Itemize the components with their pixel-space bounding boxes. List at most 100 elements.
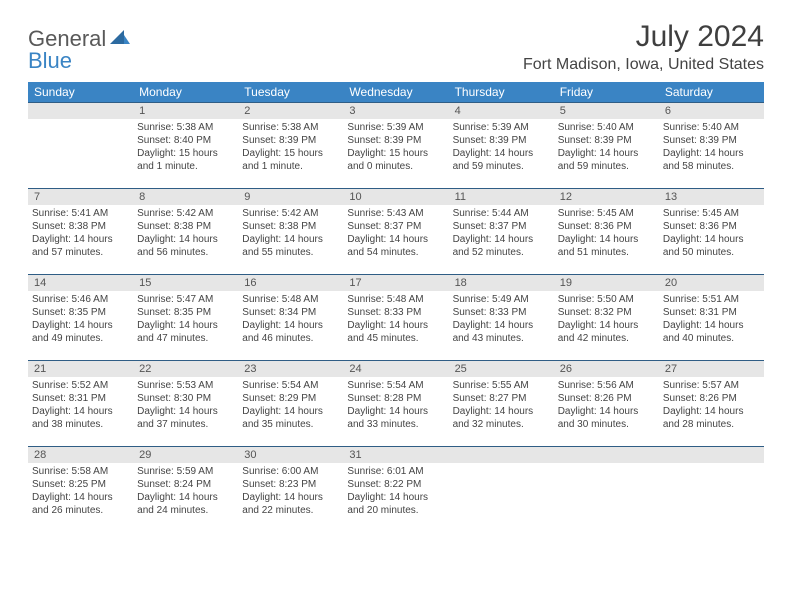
sunrise-line: Sunrise: 5:59 AM (137, 466, 213, 477)
sunrise-line: Sunrise: 5:53 AM (137, 380, 213, 391)
calendar-day-cell: 19Sunrise: 5:50 AMSunset: 8:32 PMDayligh… (554, 275, 659, 361)
calendar-day-cell (659, 447, 764, 520)
calendar-day-cell: 11Sunrise: 5:44 AMSunset: 8:37 PMDayligh… (449, 189, 554, 275)
day-number: 2 (238, 103, 343, 119)
page-header: GeneralBlue July 2024 Fort Madison, Iowa… (28, 20, 764, 74)
day-details: Sunrise: 5:38 AMSunset: 8:39 PMDaylight:… (238, 119, 343, 175)
day-number: 22 (133, 361, 238, 377)
weekday-header: Wednesday (343, 82, 448, 103)
sunset-line: Sunset: 8:38 PM (32, 221, 106, 232)
calendar-day-cell: 18Sunrise: 5:49 AMSunset: 8:33 PMDayligh… (449, 275, 554, 361)
day-number: 11 (449, 189, 554, 205)
day-details: Sunrise: 5:40 AM Sunset: 8:39 PM Daylight:… (659, 119, 764, 175)
calendar-day-cell: 13Sunrise: 5:45 AMSunset: 8:36 PMDayligh… (659, 189, 764, 275)
day-details: Sunrise: 5:45 AMSunset: 8:36 PMDaylight:… (554, 205, 659, 261)
sunrise-line: Sunrise: 5:54 AM (347, 380, 423, 391)
day-number: 23 (238, 361, 343, 377)
sunset-line: Sunset: 8:31 PM (663, 307, 737, 318)
calendar-body: 1Sunrise: 5:38 AMSunset: 8:40 PMDaylight… (28, 103, 764, 520)
sunset-line: Sunset: 8:28 PM (347, 393, 421, 404)
sunrise-line: Sunrise: 5:54 AM (242, 380, 318, 391)
sunrise-line: Sunrise: 5:38 AM (137, 122, 213, 133)
sunset-line: Sunset: 8:25 PM (32, 479, 106, 490)
day-details: Sunrise: 5:59 AMSunset: 8:24 PMDaylight:… (133, 463, 238, 519)
sunrise-line: Sunrise: 5:42 AM (242, 208, 318, 219)
day-number: 24 (343, 361, 448, 377)
day-details: Sunrise: 5:41 AM Sunset: 8:38 PM Daylight:… (28, 205, 133, 261)
sunrise-line: Sunrise: 5:40 AM (663, 122, 739, 133)
sunrise-line: Sunrise: 5:41 AM (32, 208, 108, 219)
sunset-line: Sunset: 8:23 PM (242, 479, 316, 490)
weekday-header: Friday (554, 82, 659, 103)
daylight-line: Daylight: 14 hours and 33 minutes. (347, 406, 428, 430)
sunset-line: Sunset: 8:26 PM (663, 393, 737, 404)
calendar-day-cell (449, 447, 554, 520)
day-number: 7 (28, 189, 133, 205)
daylight-line: Daylight: 14 hours and 26 minutes. (32, 492, 113, 516)
calendar-week-row: 21Sunrise: 5:52 AMSunset: 8:31 PMDayligh… (28, 361, 764, 447)
daylight-line: Daylight: 14 hours and 51 minutes. (558, 234, 639, 258)
calendar-week-row: 14Sunrise: 5:46 AMSunset: 8:35 PMDayligh… (28, 275, 764, 361)
day-number: 29 (133, 447, 238, 463)
calendar-day-cell: 14Sunrise: 5:46 AMSunset: 8:35 PMDayligh… (28, 275, 133, 361)
day-details: Sunrise: 6:00 AMSunset: 8:23 PMDaylight:… (238, 463, 343, 519)
sunset-line: Sunset: 8:38 PM (242, 221, 316, 232)
daylight-line: Daylight: 14 hours and 55 minutes. (242, 234, 323, 258)
calendar-day-cell: 25Sunrise: 5:55 AMSunset: 8:27 PMDayligh… (449, 361, 554, 447)
daylight-line: Daylight: 14 hours and 30 minutes. (558, 406, 639, 430)
daylight-line: Daylight: 14 hours and 57 minutes. (32, 234, 113, 258)
day-number: 21 (28, 361, 133, 377)
day-number: 18 (449, 275, 554, 291)
calendar-day-cell: 22Sunrise: 5:53 AMSunset: 8:30 PMDayligh… (133, 361, 238, 447)
day-number (28, 103, 133, 119)
day-details: Sunrise: 5:48 AMSunset: 8:33 PMDaylight:… (343, 291, 448, 347)
sunset-line: Sunset: 8:24 PM (137, 479, 211, 490)
sunset-line: Sunset: 8:33 PM (347, 307, 421, 318)
sunset-line: Sunset: 8:33 PM (453, 307, 527, 318)
day-details: Sunrise: 5:55 AMSunset: 8:27 PMDaylight:… (449, 377, 554, 433)
weekday-header: Sunday (28, 82, 133, 103)
day-details: Sunrise: 5:39 AMSunset: 8:39 PMDaylight:… (343, 119, 448, 175)
calendar-day-cell: 9 Sunrise: 5:42 AM Sunset: 8:38 PM Daylight… (238, 189, 343, 275)
day-number (659, 447, 764, 463)
calendar-day-cell: 2Sunrise: 5:38 AMSunset: 8:39 PMDaylight… (238, 103, 343, 189)
day-details: Sunrise: 6:01 AMSunset: 8:22 PMDaylight:… (343, 463, 448, 519)
day-number: 17 (343, 275, 448, 291)
day-details: Sunrise: 5:43 AMSunset: 8:37 PMDaylight:… (343, 205, 448, 261)
sunset-line: Sunset: 8:34 PM (242, 307, 316, 318)
calendar-day-cell: 1Sunrise: 5:38 AMSunset: 8:40 PMDaylight… (133, 103, 238, 189)
daylight-line: Daylight: 14 hours and 22 minutes. (242, 492, 323, 516)
daylight-line: Daylight: 14 hours and 54 minutes. (347, 234, 428, 258)
calendar-day-cell: 4Sunrise: 5:39 AMSunset: 8:39 PMDaylight… (449, 103, 554, 189)
sunset-line: Sunset: 8:37 PM (347, 221, 421, 232)
daylight-line: Daylight: 14 hours and 59 minutes. (453, 148, 534, 172)
calendar-week-row: 28Sunrise: 5:58 AMSunset: 8:25 PMDayligh… (28, 447, 764, 520)
calendar-day-cell (28, 103, 133, 189)
sunrise-line: Sunrise: 6:01 AM (347, 466, 423, 477)
day-details: Sunrise: 5:47 AMSunset: 8:35 PMDaylight:… (133, 291, 238, 347)
sunset-line: Sunset: 8:39 PM (663, 135, 737, 146)
sunset-line: Sunset: 8:39 PM (347, 135, 421, 146)
daylight-line: Daylight: 14 hours and 58 minutes. (663, 148, 744, 172)
sunrise-line: Sunrise: 5:39 AM (453, 122, 529, 133)
day-details: Sunrise: 5:57 AMSunset: 8:26 PMDaylight:… (659, 377, 764, 433)
sunrise-line: Sunrise: 5:50 AM (558, 294, 634, 305)
calendar-day-cell: 20Sunrise: 5:51 AMSunset: 8:31 PMDayligh… (659, 275, 764, 361)
sunrise-line: Sunrise: 5:58 AM (32, 466, 108, 477)
sunrise-line: Sunrise: 5:47 AM (137, 294, 213, 305)
calendar-day-cell: 27Sunrise: 5:57 AMSunset: 8:26 PMDayligh… (659, 361, 764, 447)
sunset-line: Sunset: 8:27 PM (453, 393, 527, 404)
sunrise-line: Sunrise: 5:40 AM (558, 122, 634, 133)
day-number: 31 (343, 447, 448, 463)
location-subtitle: Fort Madison, Iowa, United States (523, 56, 764, 74)
calendar-day-cell: 23Sunrise: 5:54 AMSunset: 8:29 PMDayligh… (238, 361, 343, 447)
month-title: July 2024 (523, 20, 764, 54)
daylight-line: Daylight: 15 hours and 1 minute. (242, 148, 323, 172)
sunrise-line: Sunrise: 5:55 AM (453, 380, 529, 391)
day-number: 9 (238, 189, 343, 205)
calendar-day-cell (554, 447, 659, 520)
sunset-line: Sunset: 8:31 PM (32, 393, 106, 404)
sunset-line: Sunset: 8:35 PM (137, 307, 211, 318)
sunset-line: Sunset: 8:26 PM (558, 393, 632, 404)
day-number: 15 (133, 275, 238, 291)
